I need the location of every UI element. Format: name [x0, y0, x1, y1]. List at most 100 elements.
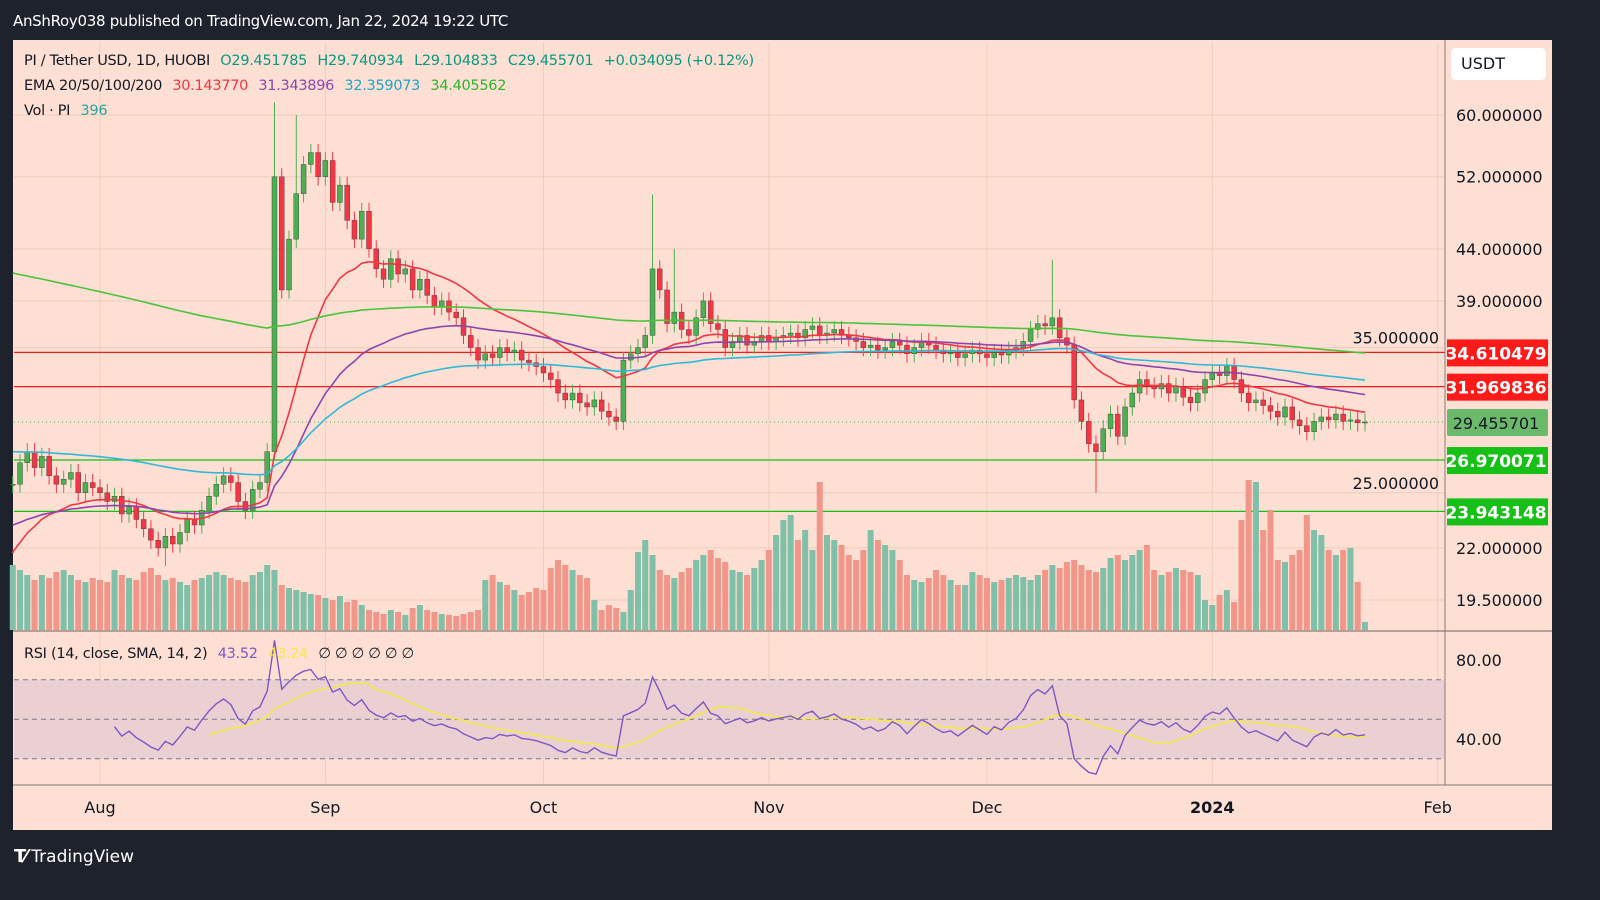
tradingview-logo[interactable]: T⁄ TradingView — [14, 846, 134, 867]
volume-bar — [467, 612, 474, 630]
candle-body — [526, 359, 532, 363]
volume-bar — [874, 540, 881, 630]
x-tick-label: Nov — [753, 798, 784, 817]
level-price-label: 23.943148 — [1445, 503, 1546, 523]
volume-bar — [38, 575, 45, 630]
volume-bar — [424, 610, 431, 630]
ema20-line — [11, 260, 1366, 553]
candle-body — [395, 258, 401, 275]
candle-body — [97, 487, 103, 493]
volume-bar — [307, 594, 314, 630]
volume-bar — [460, 614, 467, 630]
volume-bar — [700, 555, 707, 630]
volume-bar — [889, 550, 896, 630]
candle-body — [1318, 416, 1325, 422]
candle-body — [1136, 379, 1143, 394]
x-tick-label: Feb — [1424, 798, 1452, 817]
x-tick-label: Oct — [530, 798, 558, 817]
candle-body — [700, 300, 707, 319]
vol-label[interactable]: Vol · PI — [24, 103, 71, 119]
publisher-header: AnShRoy038 published on TradingView.com,… — [13, 12, 509, 30]
candle-body — [104, 492, 110, 502]
candle-body — [635, 347, 641, 354]
volume-bar — [1282, 562, 1289, 630]
candle-body — [126, 506, 132, 515]
candle-body — [140, 519, 147, 529]
candle-body — [177, 532, 183, 545]
volume-bar — [1092, 572, 1099, 630]
candle-body — [286, 238, 292, 291]
volume-bar — [133, 580, 140, 630]
candle-body — [715, 323, 721, 330]
volume-bar — [511, 590, 518, 630]
volume-bar — [773, 535, 780, 630]
volume-bar — [431, 612, 438, 630]
volume-bar — [816, 482, 823, 630]
volume-bar — [278, 585, 285, 630]
candle-body — [955, 352, 961, 358]
candle-body — [497, 347, 503, 358]
rsi-extra-values: ∅ ∅ ∅ ∅ ∅ ∅ — [318, 646, 414, 662]
volume-bar — [1063, 562, 1070, 630]
candle-body — [518, 349, 525, 361]
volume-bar — [605, 605, 612, 630]
volume-bar — [1042, 570, 1049, 630]
volume-bar — [1289, 555, 1296, 630]
volume-bar — [373, 612, 380, 630]
volume-bar — [1136, 550, 1143, 630]
volume-bar — [97, 580, 103, 630]
candle-body — [1129, 392, 1136, 408]
volume-bar — [853, 560, 860, 630]
rsi-tick-label: 40.00 — [1456, 730, 1502, 749]
volume-bar — [380, 614, 387, 630]
volume-bar — [46, 578, 53, 630]
volume-bar — [838, 545, 845, 630]
volume-bar — [765, 550, 772, 630]
currency-button[interactable]: USDT — [1451, 48, 1546, 80]
volume-bar — [584, 578, 591, 630]
rsi-line — [113, 640, 1366, 776]
candle-body — [802, 329, 808, 339]
volume-bar — [969, 572, 976, 630]
volume-bar — [736, 572, 743, 630]
candle-body — [366, 211, 372, 250]
candle-body — [1071, 344, 1077, 401]
ema-label[interactable]: EMA 20/50/100/200 — [24, 78, 163, 94]
volume-bar — [256, 572, 263, 630]
volume-bar — [409, 608, 416, 630]
level-price-tag — [1447, 447, 1548, 475]
candle-body — [817, 325, 823, 336]
volume-bar — [387, 610, 394, 630]
candle-body — [838, 329, 845, 336]
volume-bar — [118, 575, 125, 630]
volume-bar — [475, 610, 482, 630]
volume-bar — [1143, 545, 1150, 630]
volume-bar — [940, 575, 947, 630]
x-tick-label: Sep — [310, 798, 340, 817]
volume-bar — [293, 590, 300, 630]
volume-bar — [1085, 570, 1092, 630]
symbol-name[interactable]: PI / Tether USD, 1D, HUOBI — [24, 53, 210, 69]
volume-bar — [845, 555, 852, 630]
rsi-label[interactable]: RSI (14, close, SMA, 14, 2) — [24, 646, 208, 662]
candle-body — [417, 279, 423, 291]
ema20-value: 30.143770 — [172, 78, 249, 94]
volume-bar — [1223, 590, 1230, 630]
candle-body — [206, 496, 212, 511]
candle-body — [1100, 428, 1106, 452]
volume-bar — [525, 592, 532, 630]
volume-bar — [220, 575, 227, 630]
volume-bar — [1260, 530, 1267, 630]
volume-bar — [860, 550, 867, 630]
candle-body — [1362, 421, 1368, 424]
volume-bar — [954, 585, 961, 630]
candle-body — [453, 311, 459, 319]
volume-bar — [707, 550, 714, 630]
volume-bar — [1318, 535, 1325, 630]
candle-body — [475, 347, 481, 361]
volume-bar — [344, 602, 351, 630]
volume-bar — [1332, 555, 1339, 630]
level-price-tag — [1447, 498, 1548, 526]
volume-bar — [126, 578, 133, 630]
